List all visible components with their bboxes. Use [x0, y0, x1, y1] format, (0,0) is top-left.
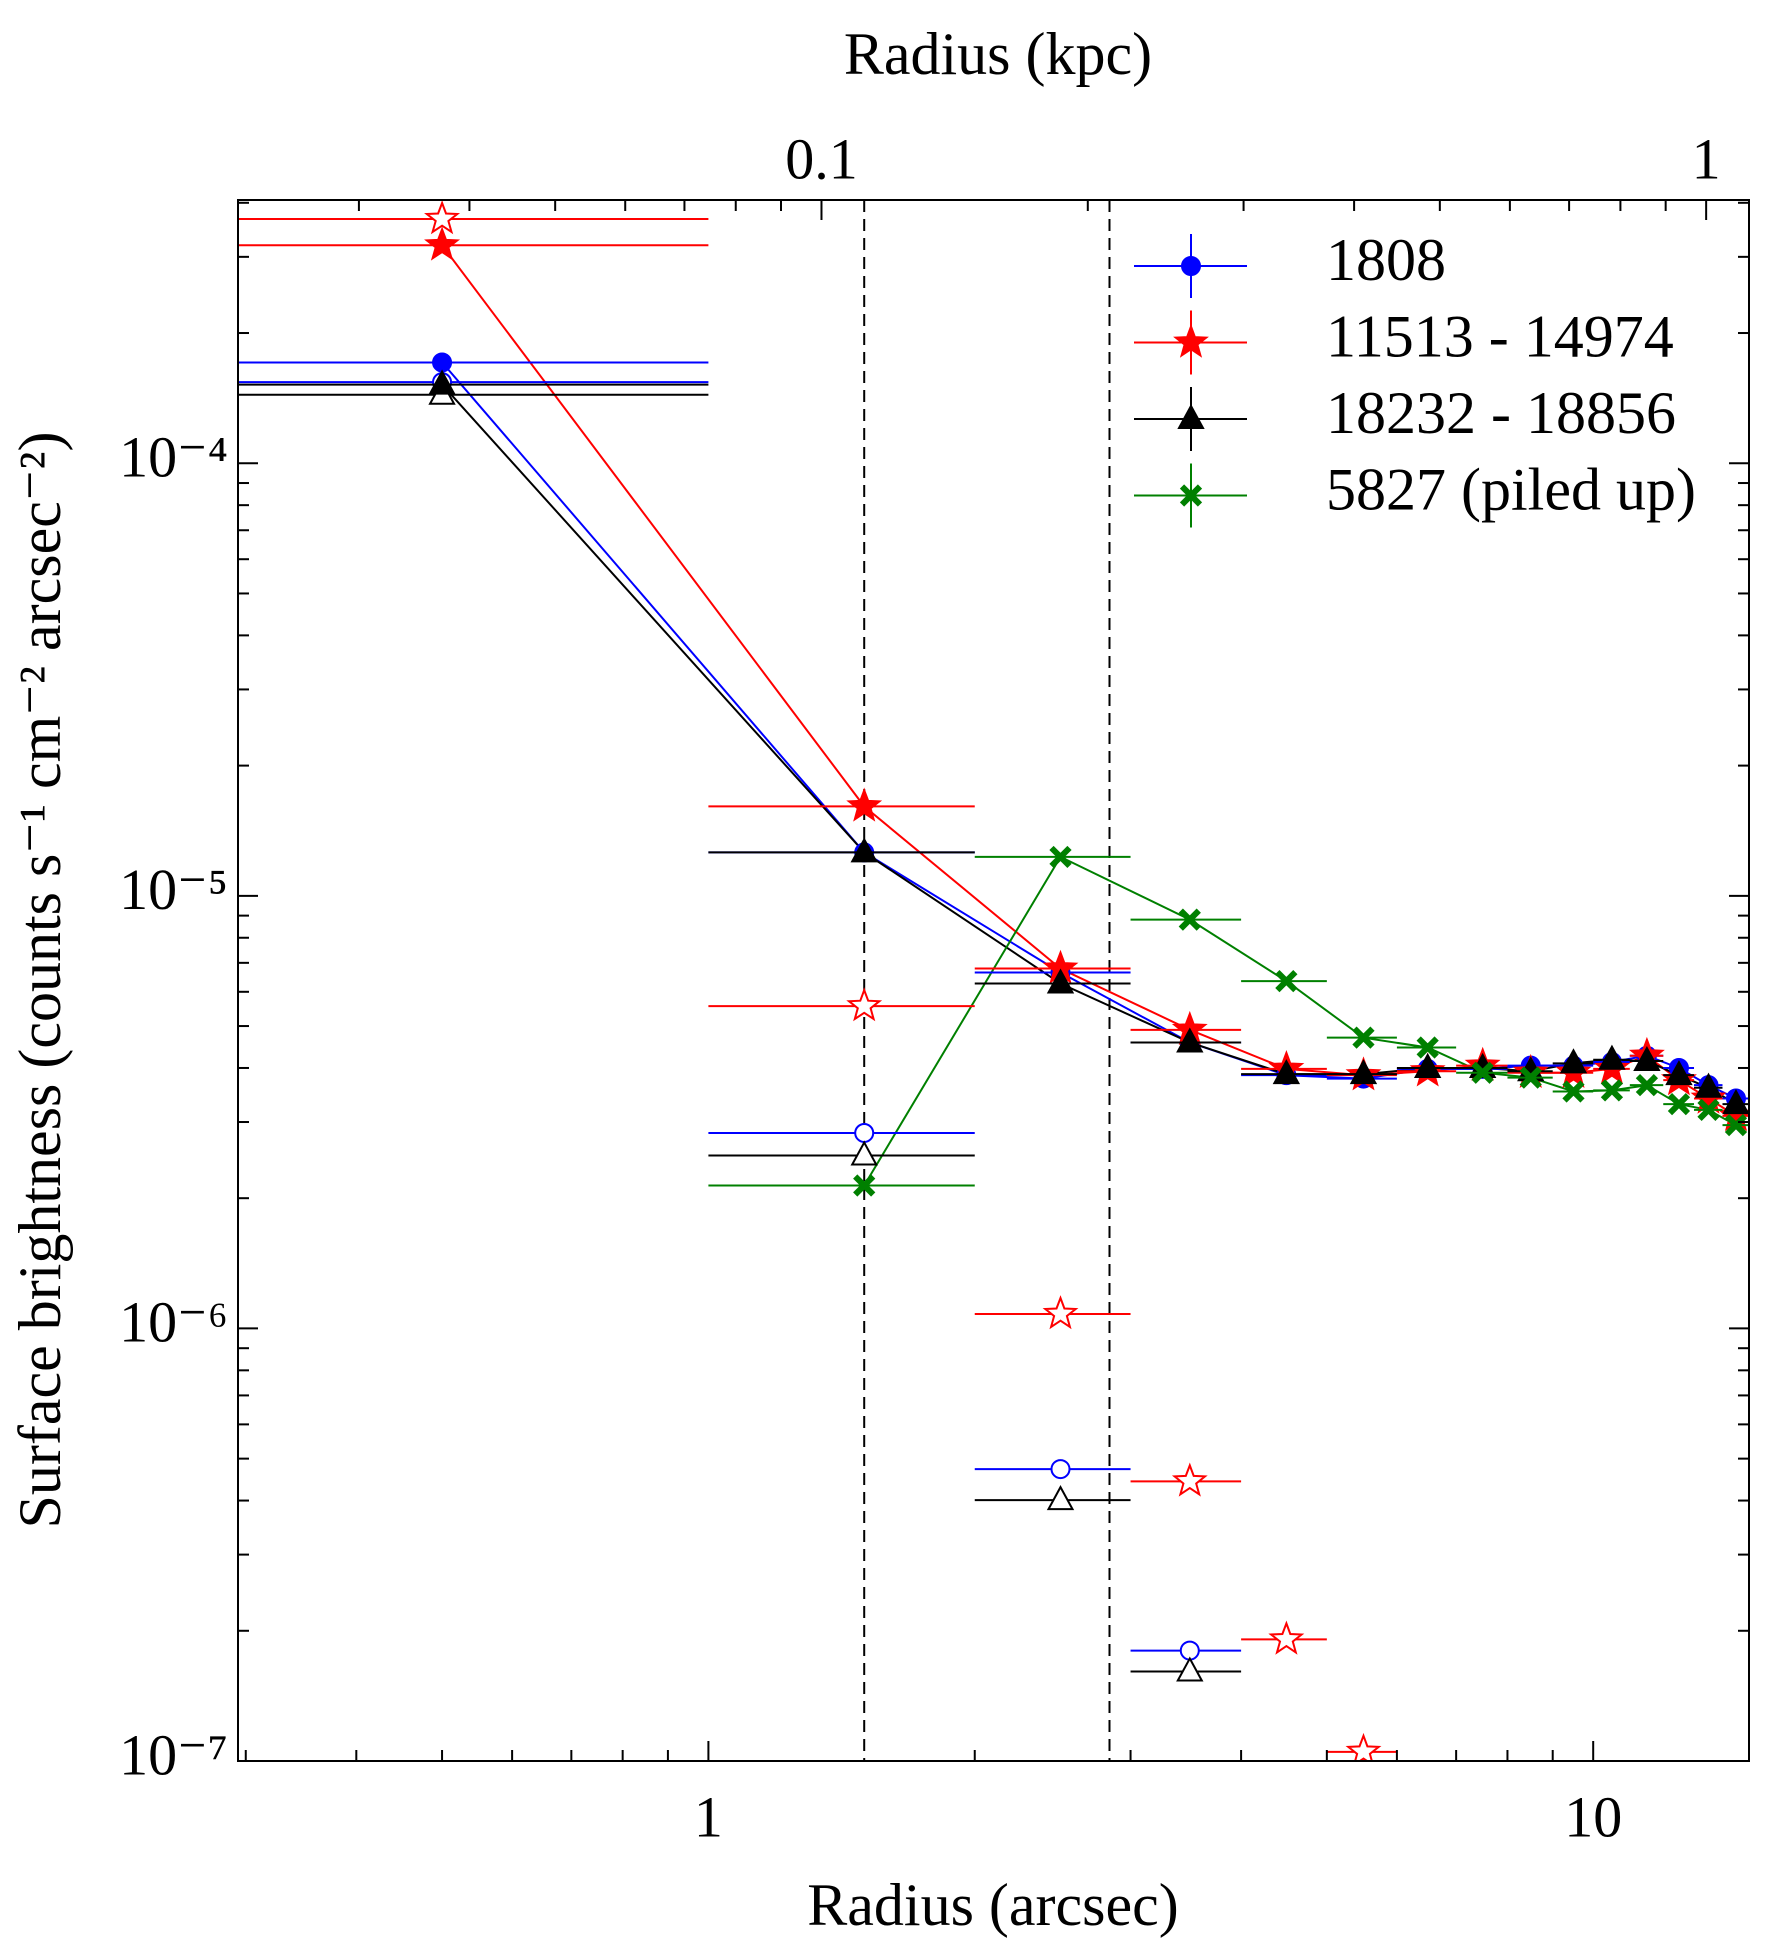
marker-star: [424, 226, 461, 261]
marker-triangle: [1349, 1059, 1378, 1085]
marker-triangle: [1413, 1052, 1442, 1078]
marker-star: [1268, 1620, 1305, 1655]
marker-triangle: [1559, 1048, 1588, 1074]
marker-triangle: [1598, 1044, 1626, 1070]
marker-x: [1697, 1098, 1720, 1122]
marker-triangle: [1694, 1072, 1723, 1098]
plot-area: [238, 200, 1749, 1761]
marker-triangle: [1665, 1060, 1693, 1086]
marker-x: [1049, 845, 1072, 869]
marker-triangle: [1722, 1089, 1749, 1115]
marker-triangle: [1177, 403, 1205, 429]
x2-axis-label: Radius (kpc): [844, 21, 1152, 87]
marker-x: [1667, 1092, 1691, 1116]
marker-x: [1416, 1036, 1439, 1059]
legend-label: 11513 - 14974: [1326, 303, 1674, 369]
marker-circle: [854, 1122, 875, 1143]
marker-x: [1600, 1079, 1624, 1102]
marker-x: [1519, 1066, 1542, 1089]
marker-triangle: [1046, 968, 1075, 994]
marker-triangle: [850, 1140, 878, 1166]
marker-x: [1275, 970, 1298, 993]
marker-triangle: [1272, 1059, 1301, 1085]
marker-x: [1179, 484, 1203, 507]
marker-star: [846, 987, 883, 1022]
marker-circle: [1181, 256, 1201, 276]
marker-star: [846, 787, 883, 822]
y-tick-label: 10⁻⁵: [119, 857, 228, 922]
x2-tick-label: 1: [1692, 126, 1721, 191]
y-tick-label: 10⁻⁴: [119, 425, 228, 490]
x-axis-label: Radius (arcsec): [807, 1872, 1178, 1938]
marker-star: [1173, 323, 1209, 358]
marker-star: [424, 200, 461, 235]
marker-x: [1471, 1061, 1494, 1084]
marker-triangle: [1176, 1656, 1204, 1682]
y-tick-label: 10⁻⁷: [119, 1722, 228, 1787]
marker-x: [1724, 1114, 1748, 1137]
marker-triangle: [428, 369, 456, 395]
y-axis-label: Surface brightness (counts s⁻¹ cm⁻² arcs…: [7, 432, 73, 1529]
marker-star: [1171, 1462, 1208, 1497]
x-tick-label: 1: [694, 1784, 723, 1849]
marker-circle: [432, 352, 453, 373]
series-line: [863, 855, 1737, 1187]
marker-triangle: [1176, 1027, 1204, 1053]
marker-x: [853, 1174, 876, 1197]
y-tick-label: 10⁻⁶: [119, 1290, 228, 1355]
plot-frame: [237, 199, 1750, 1762]
marker-triangle: [1046, 1485, 1075, 1511]
marker-star: [1042, 1295, 1079, 1330]
marker-x: [1352, 1026, 1375, 1049]
marker-x: [1635, 1074, 1659, 1097]
marker-triangle: [1633, 1045, 1661, 1072]
marker-triangle: [850, 837, 878, 863]
legend-label: 18232 - 18856: [1326, 380, 1676, 446]
series-line: [441, 244, 1737, 1117]
legend-label: 1808: [1326, 227, 1446, 293]
x-tick-label: 10: [1564, 1784, 1622, 1849]
marker-x: [1178, 908, 1201, 931]
marker-circle: [1050, 1459, 1071, 1480]
legend-label: 5827 (piled up): [1326, 456, 1696, 522]
marker-star: [1345, 1732, 1382, 1761]
x2-tick-label: 0.1: [785, 126, 858, 191]
marker-x: [1562, 1080, 1585, 1103]
